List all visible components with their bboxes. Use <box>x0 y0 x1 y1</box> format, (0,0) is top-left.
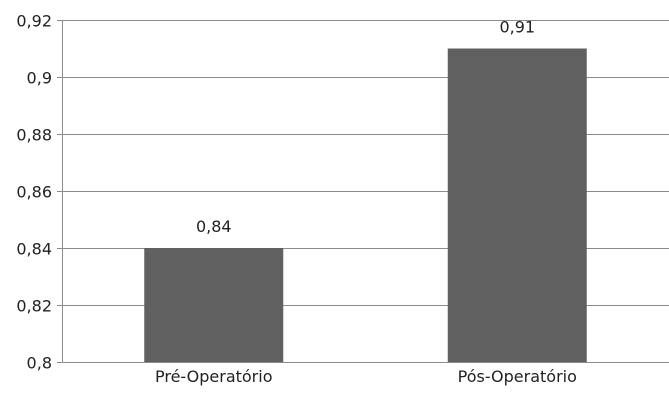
y-tick-label: 0,8 <box>27 354 52 373</box>
y-tick-label: 0,92 <box>16 12 52 31</box>
data-labels: 0,84 0,91 <box>196 18 535 237</box>
y-tick-label: 0,86 <box>16 183 52 202</box>
data-label: 0,91 <box>499 18 535 37</box>
bar <box>447 48 587 362</box>
bars <box>144 48 587 362</box>
data-label: 0,84 <box>196 217 232 236</box>
y-tick-label: 0,82 <box>16 297 52 316</box>
category-labels: Pré-Operatório Pós-Operatório <box>155 367 577 386</box>
bar <box>144 248 284 362</box>
category-label: Pré-Operatório <box>155 367 273 386</box>
axes <box>57 20 669 363</box>
y-tick-label: 0,84 <box>16 240 52 259</box>
category-label: Pós-Operatório <box>458 367 577 386</box>
y-tick-label: 0,88 <box>16 126 52 145</box>
y-tick-label: 0,9 <box>27 69 52 88</box>
y-tick-labels: 0,8 0,82 0,84 0,86 0,88 0,9 0,92 <box>16 12 52 373</box>
